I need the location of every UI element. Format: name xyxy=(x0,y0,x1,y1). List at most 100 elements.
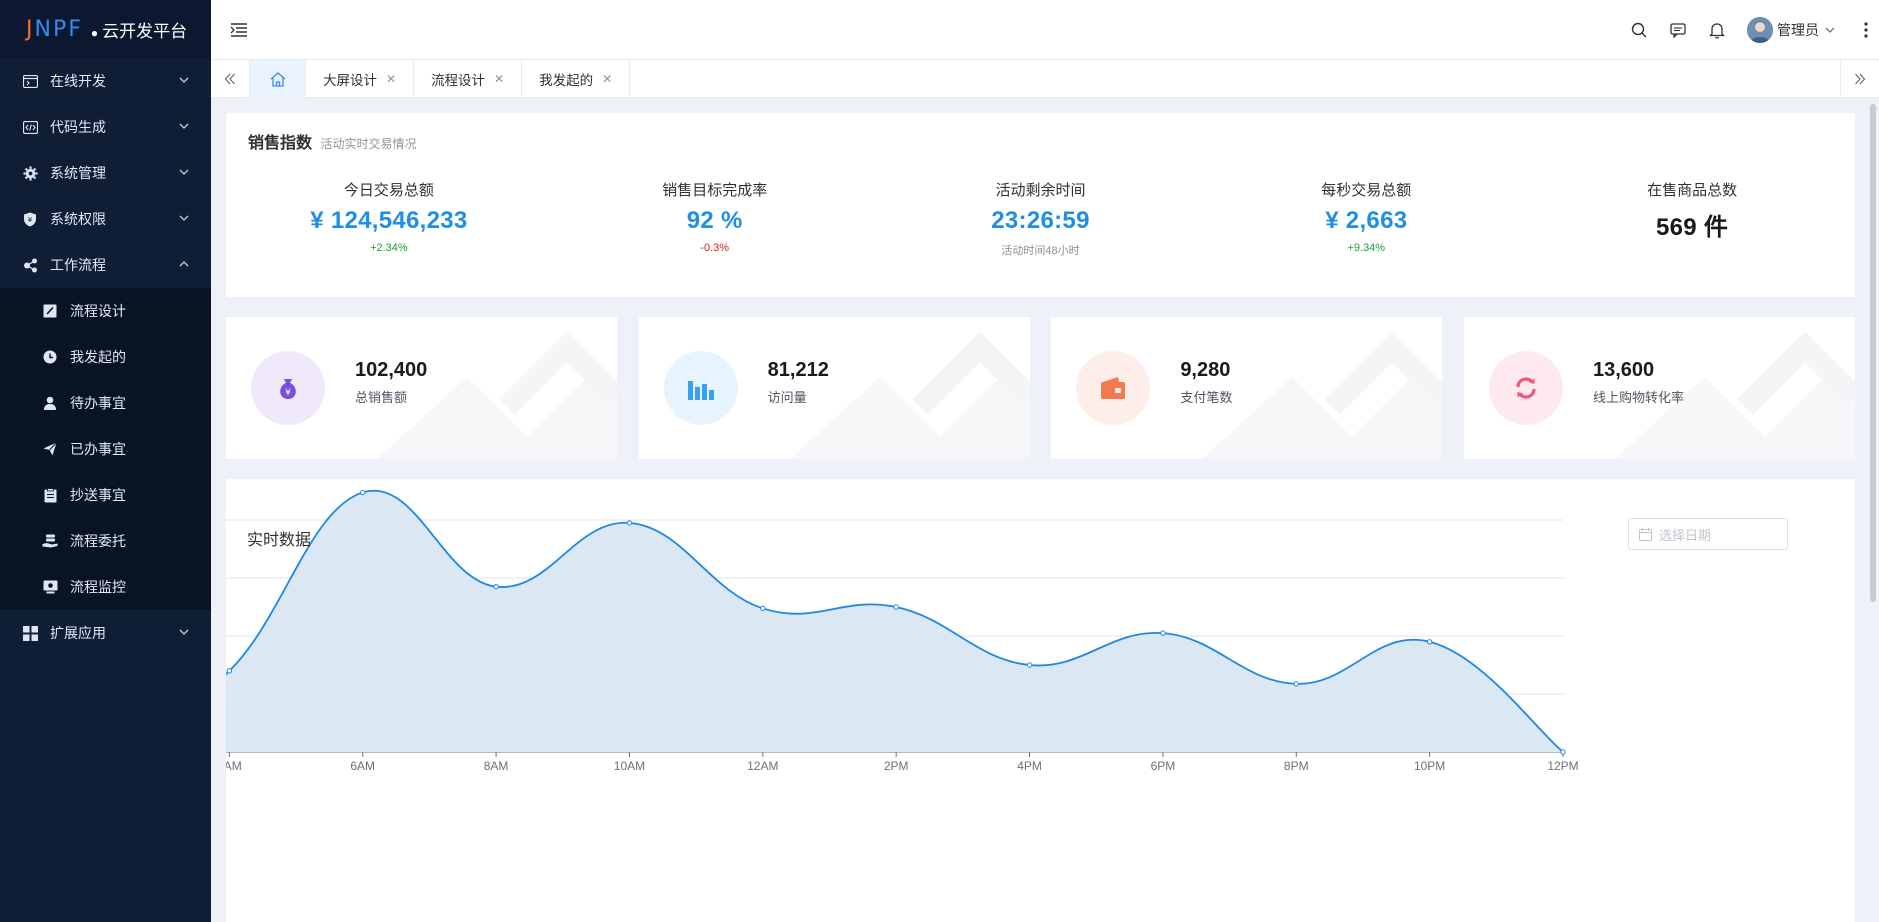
x-tick-label: 6PM xyxy=(1151,759,1176,773)
sidebar-item-my-initiated[interactable]: 我发起的 xyxy=(0,334,211,380)
sidebar-item-delegate[interactable]: 流程委托 xyxy=(0,518,211,564)
stat-label: 访问量 xyxy=(767,389,807,405)
kpi-label: 销售目标完成率 xyxy=(662,182,768,199)
sidebar-item-monitor[interactable]: 流程监控 xyxy=(0,564,211,610)
sidebar-item-extensions[interactable]: 扩展应用 xyxy=(0,610,211,656)
sidebar-item-system-management[interactable]: 系统管理 xyxy=(0,150,211,196)
home-icon xyxy=(270,71,285,87)
svg-text:¥: ¥ xyxy=(28,216,33,224)
close-icon[interactable]: ✕ xyxy=(494,72,505,86)
sidebar-item-label: 已办事宜 xyxy=(70,441,126,457)
realtime-data-card: 02,0004,0006,0008,00010,0002AM4AM6AM8AM1… xyxy=(226,479,1855,922)
kpi-label: 活动剩余时间 xyxy=(995,182,1086,199)
page-scrollbar[interactable] xyxy=(1870,104,1876,602)
stat-card-visits: 81,212 访问量 xyxy=(638,317,1030,459)
chevron-down-icon xyxy=(179,629,189,635)
hand-icon xyxy=(42,533,58,549)
sidebar-item-label: 系统权限 xyxy=(50,211,106,227)
kpi-value: ¥ 2,663 xyxy=(1325,207,1408,234)
stat-label: 线上购物转化率 xyxy=(1592,389,1684,405)
data-point xyxy=(1426,639,1433,645)
stat-label: 支付笔数 xyxy=(1180,389,1233,405)
workflow-icon xyxy=(22,257,38,273)
logo-text: ● 云开发平台 xyxy=(90,21,188,41)
dev-icon xyxy=(22,73,38,89)
chevron-down-icon xyxy=(179,169,189,175)
kpi-label: 每秒交易总额 xyxy=(1321,182,1412,199)
sidebar-item-label: 流程委托 xyxy=(70,533,126,549)
close-icon[interactable]: ✕ xyxy=(386,72,397,86)
data-point xyxy=(893,604,899,610)
more-vertical-icon[interactable] xyxy=(1859,20,1873,40)
sidebar-item-label: 流程设计 xyxy=(70,303,126,319)
stat-number: 13,600 xyxy=(1592,358,1655,381)
stat-cards-row: ¥ 102,400 总销售额 81,212 访问量 9,280 xyxy=(226,317,1855,459)
code-icon xyxy=(22,119,38,135)
series-area xyxy=(226,490,1563,752)
header-actions: 管理员 xyxy=(1630,0,1879,60)
tab-scroll-left-button[interactable] xyxy=(211,60,250,98)
kpi-value: 569 件 xyxy=(1655,214,1729,241)
logo[interactable]: JNPF ● 云开发平台 xyxy=(0,0,211,58)
chevron-down-icon xyxy=(179,123,189,129)
sidebar-item-online-dev[interactable]: 在线开发 xyxy=(0,58,211,104)
tab-screen-design[interactable]: 大屏设计 ✕ xyxy=(306,60,415,98)
double-chevron-right-icon xyxy=(1855,73,1866,85)
x-tick-label: 12AM xyxy=(747,759,778,773)
user-menu[interactable]: 管理员 xyxy=(1747,17,1835,43)
sidebar-item-permissions[interactable]: ¥ 系统权限 xyxy=(0,196,211,242)
workflow-submenu: 流程设计 我发起的 待办事宜 已办事宜 xyxy=(0,288,211,610)
sidebar-item-todo[interactable]: 待办事宜 xyxy=(0,380,211,426)
kpi-target-rate: 销售目标完成率 92 % -0.3% xyxy=(552,179,878,258)
data-point xyxy=(1293,681,1299,687)
chevron-down-icon xyxy=(179,77,189,83)
sidebar-item-cc[interactable]: 抄送事宜 xyxy=(0,472,211,518)
kpi-value: 92 % xyxy=(686,207,743,234)
x-tick-label: 2PM xyxy=(884,759,909,773)
tab-process-design[interactable]: 流程设计 ✕ xyxy=(414,60,523,98)
date-picker[interactable]: 选择日期 xyxy=(1628,518,1788,550)
tab-my-initiated[interactable]: 我发起的 ✕ xyxy=(522,60,631,98)
search-icon[interactable] xyxy=(1630,21,1648,39)
realtime-title: 实时数据 xyxy=(247,532,312,549)
message-icon[interactable] xyxy=(1669,21,1687,39)
tab-home[interactable] xyxy=(250,60,306,98)
x-tick-label: 6AM xyxy=(350,759,375,773)
svg-text:¥: ¥ xyxy=(285,388,291,398)
sidebar-item-code-gen[interactable]: 代码生成 xyxy=(0,104,211,150)
stat-text: 13,600 线上购物转化率 xyxy=(1593,359,1684,406)
avatar xyxy=(1747,17,1773,43)
sidebar-item-done[interactable]: 已办事宜 xyxy=(0,426,211,472)
menu-toggle-icon[interactable] xyxy=(229,20,249,40)
realtime-area-chart: 02,0004,0006,0008,00010,0002AM4AM6AM8AM1… xyxy=(226,489,1579,773)
clipboard-icon xyxy=(42,487,58,503)
data-point xyxy=(226,668,233,674)
sales-index-subtitle: 活动实时交易情况 xyxy=(320,137,417,151)
data-point xyxy=(626,520,633,526)
sidebar-item-process-design[interactable]: 流程设计 xyxy=(0,288,211,334)
bell-icon[interactable] xyxy=(1708,21,1726,39)
money-bag-icon: ¥ xyxy=(251,351,325,425)
x-tick-label: 4AM xyxy=(226,759,242,773)
sidebar-item-label: 系统管理 xyxy=(50,165,106,181)
x-tick-label: 8PM xyxy=(1284,759,1309,773)
close-icon[interactable]: ✕ xyxy=(602,72,613,86)
kpi-row: 今日交易总额 ¥ 124,546,233 +2.34% 销售目标完成率 92 %… xyxy=(226,179,1855,258)
sidebar-item-label: 扩展应用 xyxy=(50,625,106,641)
edit-icon xyxy=(42,303,58,319)
main-content: 销售指数 活动实时交易情况 今日交易总额 ¥ 124,546,233 +2.34… xyxy=(226,113,1855,922)
calendar-icon xyxy=(1639,527,1652,541)
sidebar: JNPF ● 云开发平台 在线开发 代码生成 系统管理 ¥ xyxy=(0,0,211,922)
tab-scroll-right-button[interactable] xyxy=(1840,60,1879,98)
x-tick-label: 10AM xyxy=(614,759,645,773)
stat-number: 81,212 xyxy=(767,358,829,381)
date-placeholder: 选择日期 xyxy=(1659,527,1712,543)
stat-number: 9,280 xyxy=(1180,358,1231,381)
gear-icon xyxy=(22,165,38,181)
stat-label: 总销售额 xyxy=(355,389,408,405)
kpi-value: ¥ 124,546,233 xyxy=(310,207,468,234)
x-tick-label: 8AM xyxy=(484,759,509,773)
sidebar-item-label: 在线开发 xyxy=(50,73,106,89)
kpi-today-total: 今日交易总额 ¥ 124,546,233 +2.34% xyxy=(226,179,552,258)
sidebar-item-workflow[interactable]: 工作流程 xyxy=(0,242,211,288)
